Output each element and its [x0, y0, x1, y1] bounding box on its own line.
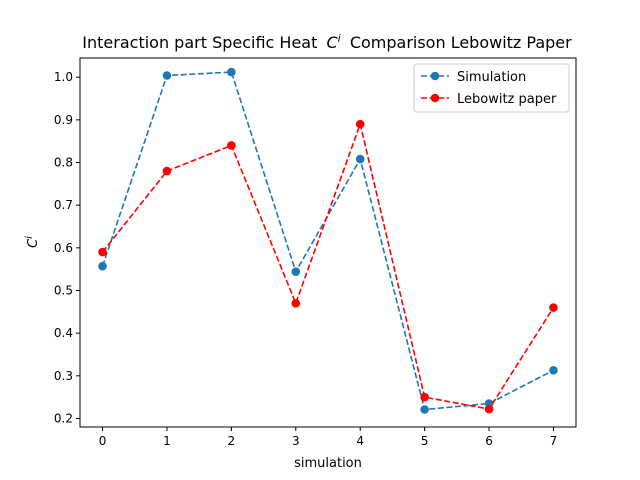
x-tick-label: 0	[99, 434, 107, 448]
series-1-point	[549, 365, 558, 375]
x-tick-label: 3	[292, 434, 300, 448]
x-tick-label: 1	[163, 434, 171, 448]
chart-title-suffix: Comparison Lebowitz Paper	[350, 33, 572, 52]
y-tick-label: 0.3	[54, 369, 73, 383]
chart-title-main: Interaction part Specific Heat	[82, 33, 317, 52]
series-2-point	[355, 119, 365, 129]
series-2-point	[98, 247, 107, 257]
y-tick-label: 1.0	[54, 70, 73, 84]
legend-label-2: Lebowitz paper	[457, 92, 557, 107]
x-axis-ticks: 0 1 2 3 4 5 6 7	[99, 427, 558, 448]
chart-title: Interaction part Specific Heat Ci Compar…	[82, 27, 572, 52]
series-1-point	[355, 154, 365, 164]
y-tick-label: 0.7	[54, 198, 73, 212]
series-1-point	[420, 405, 429, 414]
x-tick-label: 5	[421, 434, 429, 448]
x-tick-label: 2	[228, 434, 236, 448]
series-2-point	[420, 392, 429, 402]
series-2-point	[549, 303, 558, 312]
series-layer	[98, 67, 558, 414]
legend-marker-2	[430, 93, 440, 103]
x-tick-label: 4	[356, 434, 364, 448]
axes-frame	[79, 57, 577, 428]
legend-label-1: Simulation	[457, 70, 526, 85]
y-tick-label: 0.8	[54, 156, 73, 170]
y-axis-label-superscript: i	[24, 236, 35, 239]
y-axis-label-symbol: C	[26, 238, 41, 248]
y-tick-label: 0.4	[54, 326, 73, 340]
y-tick-label: 0.2	[54, 411, 73, 425]
x-tick-label: 6	[485, 434, 493, 448]
y-axis-ticks: 0.2 0.3 0.4 0.5 0.6 0.7 0.8 0.9 1.0	[54, 70, 80, 425]
series-2-point	[162, 166, 172, 176]
series-line-1	[101, 71, 554, 411]
series-2-point	[291, 298, 301, 308]
plot-area	[79, 57, 577, 428]
legend-marker-1	[430, 71, 440, 81]
chart-title-superscript: i	[338, 32, 341, 45]
series-line-2	[101, 121, 555, 410]
y-axis-label: Ci	[24, 236, 41, 248]
x-tick-label: 7	[550, 434, 558, 448]
chart-title-symbol: C	[326, 33, 338, 52]
series-1-point	[291, 267, 301, 277]
series-1-point	[227, 67, 236, 77]
series-1-point	[98, 261, 107, 271]
y-tick-label: 0.6	[54, 241, 73, 255]
series-2-point	[484, 404, 494, 414]
legend: Simulation Lebowitz paper	[413, 63, 570, 113]
legend-box	[413, 63, 570, 113]
x-axis-label: simulation	[294, 456, 362, 471]
y-tick-label: 0.9	[54, 113, 73, 127]
series-1-point	[162, 71, 172, 80]
series-2-point	[227, 141, 236, 150]
y-tick-label: 0.5	[54, 283, 73, 297]
